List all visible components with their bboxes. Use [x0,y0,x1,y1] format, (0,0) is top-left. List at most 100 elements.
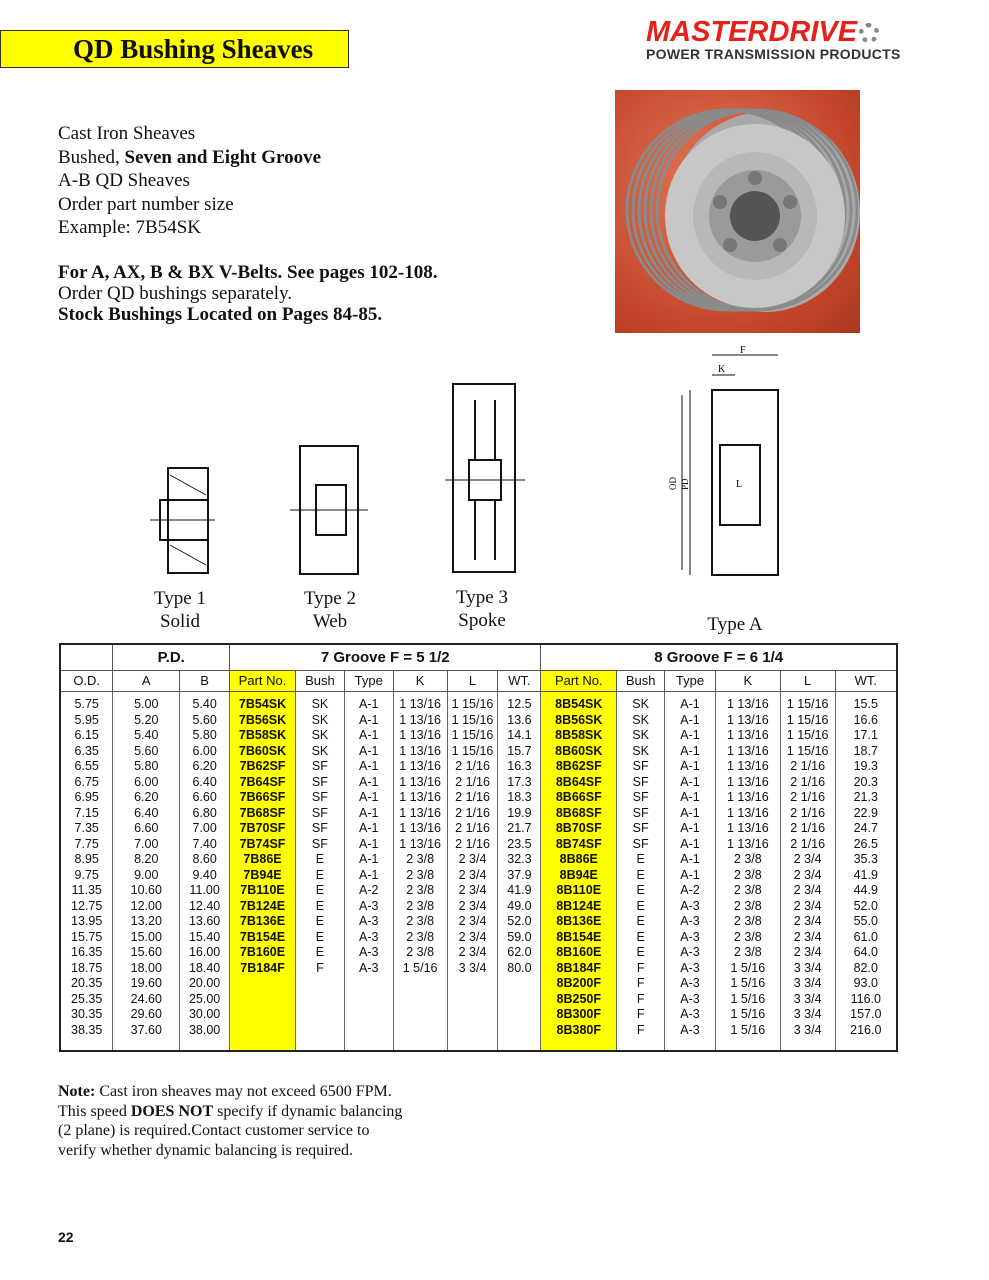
intro-example: Example: 7B54SK [58,217,202,238]
table-cell: 1 13/16 [392,697,448,713]
table-cell: 1 13/16 [714,712,781,728]
type-desc: Solid [159,611,201,632]
table-cell: 1 13/16 [714,728,781,744]
table-row: 30.35 29.60 30.00 8B300F F A-3 1 5/16 3 3/4 157.… [59,1007,898,1023]
table-cell: 3 3/4 [779,976,836,992]
intro-text-part: Bushed, [58,146,125,168]
table-cell: 2 3/4 [779,898,836,914]
table-cell: SK [616,743,666,759]
table-cell: A-3 [664,914,716,930]
table-cell: 8.60 [179,852,231,868]
table-cell: A-1 [664,774,716,790]
table-cell: 7.15 [59,805,114,821]
table-cell: A-1 [343,805,394,821]
intro-line: Order part number size [58,193,234,215]
table-cell [497,991,542,1007]
table-cell: 1 13/16 [392,759,448,775]
table-cell: 2 1/16 [779,790,836,806]
masterdrive-logo: MASTERDRIVE POWER TRANSMISSION PRODUCTS [646,16,916,62]
table-cell: A-3 [664,1022,716,1038]
table-cell [446,1022,499,1038]
spacer-cell [229,691,296,697]
part-number-cell: 7B60SK [229,743,296,759]
table-cell: 1 13/16 [714,836,781,852]
table-cell: 7.35 [59,821,114,837]
table-cell: 6.00 [112,774,181,790]
table-cell: 18.00 [112,960,181,976]
table-cell: E [294,914,345,930]
table-cell: 1 13/16 [714,774,781,790]
table-cell: A-1 [664,852,716,868]
table-cell: SF [616,774,666,790]
type-name: Type 3 [456,587,508,608]
table-cell: A-1 [664,712,716,728]
table-cell: 5.20 [112,712,181,728]
table-cell: 61.0 [834,929,898,945]
table-cell: 2 3/8 [714,852,781,868]
table-cell: 16.00 [179,945,231,961]
table-cell: 5.40 [179,697,231,713]
table-cell: 32.3 [497,852,542,868]
table-cell: 2 1/16 [446,821,499,837]
table-cell: 64.0 [834,945,898,961]
part-number-cell: 8B56SK [540,712,618,728]
note-line: verify whether dynamic balancing is requ… [58,1141,353,1159]
table-cell: 16.35 [59,945,114,961]
table-cell: 12.75 [59,898,114,914]
table-cell: E [294,898,345,914]
table-cell: A-1 [343,774,394,790]
table-cell: 3 3/4 [779,1007,836,1023]
page-title: QD Bushing Sheaves [0,30,349,68]
part-number-cell: 7B136E [229,914,296,930]
table-cell: 15.75 [59,929,114,945]
part-number-cell: 7B54SK [229,697,296,713]
part-number-cell: 8B154E [540,929,618,945]
logo-subtitle: POWER TRANSMISSION PRODUCTS [646,46,901,62]
table-cell: 2 3/4 [446,945,499,961]
table-cell: 2 3/4 [446,929,499,945]
table-cell: SF [294,821,345,837]
part-number-cell: 8B58SK [540,728,618,744]
table-cell: 30.35 [59,1007,114,1023]
intro-bold-part: Seven and Eight Groove [124,146,322,168]
table-cell: E [616,883,666,899]
table-cell [343,991,394,1007]
table-cell [294,976,345,992]
spacer-cell [229,1038,296,1051]
table-row: 6.95 6.20 6.60 7B66SF SF A-1 1 13/16 2 1/16 18.3… [59,790,898,806]
intro-text: Cast Iron Sheaves Bushed, Seven and Eigh… [58,122,321,240]
part-number-cell: 7B56SK [229,712,296,728]
note-emphasis: DOES NOT [130,1102,214,1120]
table-cell: E [294,883,345,899]
table-cell: 16.6 [834,712,898,728]
table-row: 38.35 37.60 38.00 8B380F F A-3 1 5/16 3 3/4 216.… [59,1022,898,1038]
table-cell: 2 3/8 [392,945,448,961]
spacer-cell [540,1038,618,1051]
table-cell: 17.1 [834,728,898,744]
table-cell: E [294,852,345,868]
column-header: WT. [834,669,898,692]
table-cell: 1 13/16 [392,805,448,821]
table-cell: 30.00 [179,1007,231,1023]
table-cell: SK [294,728,345,744]
column-header: L [779,669,836,692]
table-cell: 1 13/16 [392,836,448,852]
table-cell: SK [616,712,666,728]
table-cell: 52.0 [834,898,898,914]
spacer-cell [616,691,666,697]
table-cell: 3 3/4 [446,960,499,976]
type-name: Type 1 [154,588,206,609]
part-number-cell: 7B70SF [229,821,296,837]
table-cell: 6.95 [59,790,114,806]
part-number-cell: 7B110E [229,883,296,899]
spacer-cell [497,691,542,697]
table-cell: 2 3/8 [392,883,448,899]
table-cell: 18.75 [59,960,114,976]
table-cell: 2 3/8 [714,898,781,914]
table-cell [446,991,499,1007]
part-number-cell: 8B110E [540,883,618,899]
table-row: 6.75 6.00 6.40 7B64SF SF A-1 1 13/16 2 1/16 17.3… [59,774,898,790]
table-cell: 2 3/4 [779,929,836,945]
table-cell: E [616,929,666,945]
table-row: 5.95 5.20 5.60 7B56SK SK A-1 1 13/16 1 15/16 13.… [59,712,898,728]
